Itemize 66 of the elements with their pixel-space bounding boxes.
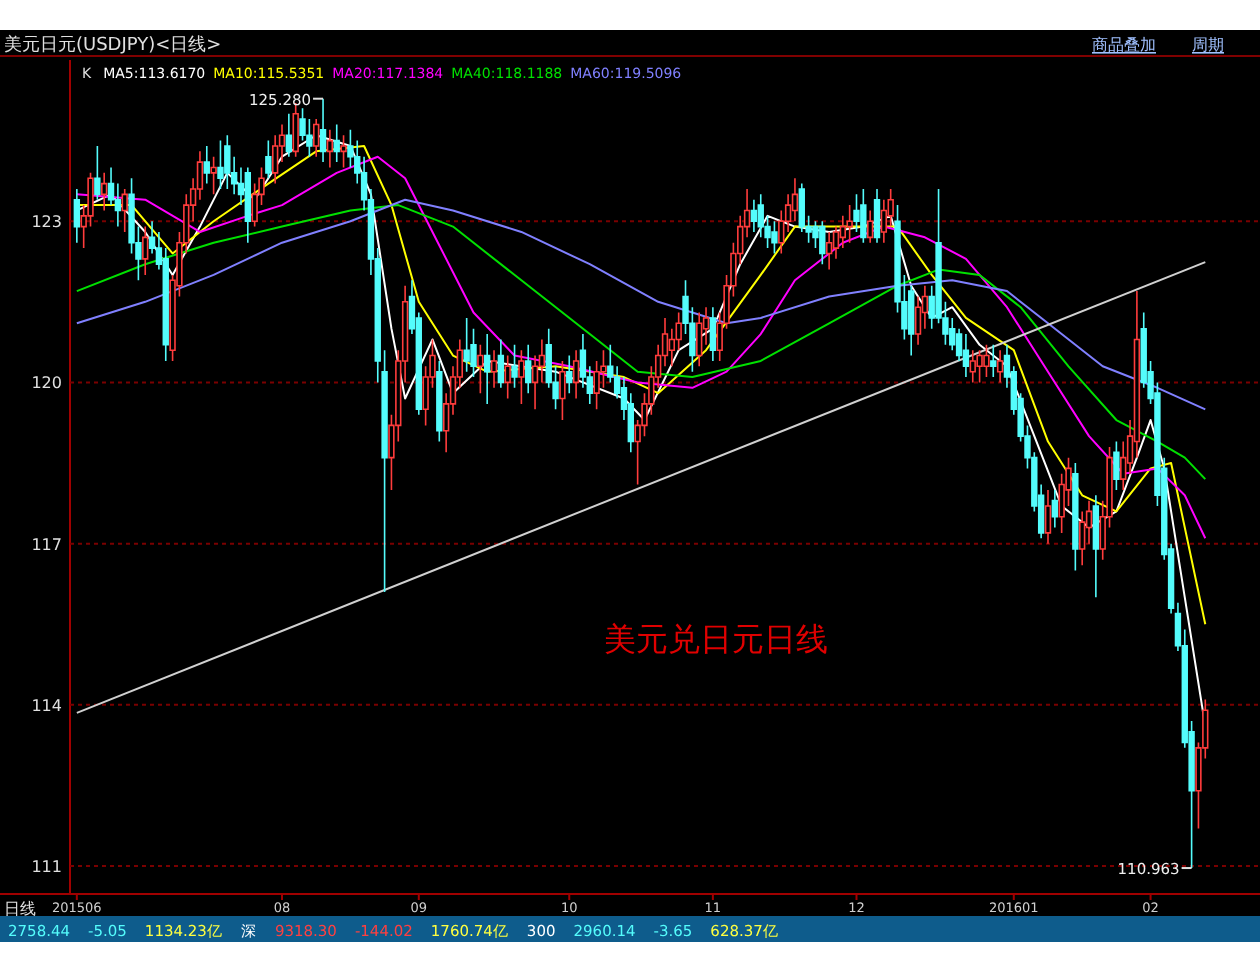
candlestick — [313, 118, 320, 158]
line-series — [75, 155, 1207, 540]
candlestick — [210, 155, 217, 196]
candlestick — [873, 188, 881, 244]
text: 商品叠加 — [1092, 36, 1156, 54]
candlestick — [566, 354, 573, 394]
candlestick — [559, 360, 566, 421]
y-tick-label: 114 — [31, 696, 62, 715]
candlestick — [969, 349, 976, 384]
candlestick — [142, 225, 149, 276]
candlestick — [224, 134, 231, 190]
candlestick — [750, 198, 758, 233]
annotation: 美元兑日元日线 — [604, 622, 828, 658]
y-tick-label: 120 — [31, 374, 62, 393]
candlestick — [709, 306, 717, 362]
candlestick — [285, 112, 293, 158]
candlestick — [976, 349, 983, 384]
candlestick — [866, 209, 874, 244]
candlestick — [217, 139, 224, 190]
candlestick — [1072, 462, 1079, 572]
candlestick — [326, 129, 334, 169]
candlestick — [244, 166, 252, 244]
x-axis-title: 日线 — [4, 900, 36, 918]
chart-title: 美元日元(USDJPY)<日线> — [4, 34, 222, 56]
candlestick — [996, 349, 1004, 384]
candlestick — [846, 204, 853, 244]
candlestick — [572, 349, 580, 400]
candlestick — [340, 134, 347, 169]
line-series — [75, 198, 1207, 411]
candlestick — [265, 139, 272, 180]
candlestick — [292, 102, 299, 158]
candlestick — [1113, 440, 1120, 491]
candlestick — [504, 354, 511, 400]
candlestick — [319, 97, 327, 163]
candlestick — [436, 360, 443, 443]
candlestick — [490, 349, 498, 389]
candlestick — [94, 145, 101, 201]
candlestick — [101, 172, 108, 212]
candlestick — [1044, 489, 1052, 545]
candlestick — [511, 344, 518, 389]
candlestick — [771, 220, 778, 255]
candlestick — [73, 188, 81, 244]
candlestick — [477, 344, 484, 394]
candlestick — [203, 145, 210, 185]
candlestick — [825, 231, 833, 271]
line-series — [75, 204, 1207, 481]
candlestick — [1092, 494, 1100, 599]
candlestick — [483, 333, 491, 405]
candlestick — [962, 333, 970, 378]
candlestick — [860, 188, 867, 244]
line-series — [75, 144, 1207, 626]
y-tick-label: 123 — [31, 213, 62, 232]
text: 周期 — [1192, 36, 1224, 54]
y-tick-label: 111 — [31, 858, 62, 877]
candlestick — [696, 311, 703, 368]
candlestick — [525, 344, 532, 394]
candlestick — [333, 123, 340, 163]
candlestick — [463, 317, 470, 373]
candlestick — [819, 220, 826, 265]
candlestick — [497, 338, 505, 389]
candlestick — [990, 344, 997, 378]
candlestick — [518, 349, 525, 405]
y-tick-label: 117 — [31, 535, 62, 554]
candlestick — [983, 344, 990, 378]
candlestick — [121, 188, 128, 233]
candlestick — [1051, 489, 1059, 529]
